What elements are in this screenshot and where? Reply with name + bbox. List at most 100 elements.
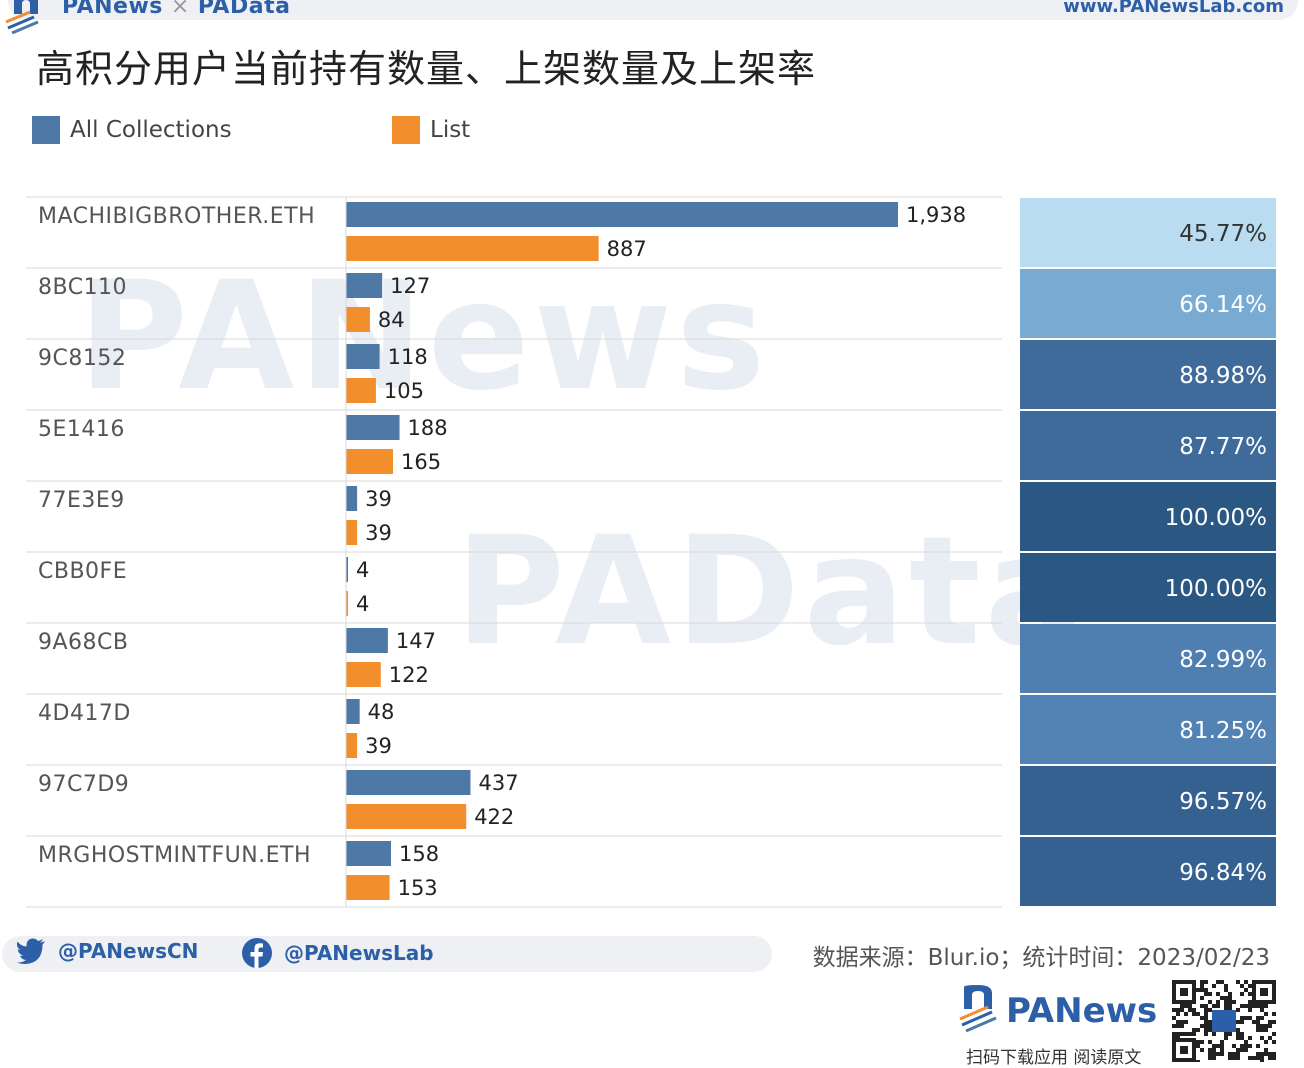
category-label: 9C8152 [38,346,126,371]
rate-cell [1020,553,1276,622]
bar-value-label: 887 [607,237,647,261]
bar-all-collections [346,557,348,582]
category-label: 4D417D [38,701,131,726]
bar-value-label: 158 [399,842,439,866]
bar-value-label: 127 [390,274,430,298]
top-bar: PANews × PAData www.PANewsLab.com [0,0,1304,34]
rate-label: 100.00% [1165,576,1267,602]
legend-label-all-collections: All Collections [70,117,232,143]
rate-cell [1020,837,1276,906]
bar-value-label: 105 [384,379,424,403]
legend-item-all-collections: All Collections [32,115,232,145]
category-label: MRGHOSTMINTFUN.ETH [38,843,311,868]
brand-padata: PAData [197,0,291,19]
bar-all-collections [346,202,898,227]
rate-label: 82.99% [1179,647,1267,673]
category-label: 9A68CB [38,630,129,655]
bar-list [346,591,348,616]
bar-all-collections [346,628,388,653]
bar-value-label: 118 [388,345,428,369]
chart-area: MACHIBIGBROTHER.ETH 1,938 887 45.77% 8BC110 1… [26,196,1276,908]
bar-all-collections [346,273,383,298]
bar-value-label: 165 [401,450,441,474]
category-label: 77E3E9 [38,488,125,513]
bar-list [346,875,390,900]
legend-swatch-all-collections [32,116,60,144]
watermark-padata: PAData [455,505,1090,679]
brand-panews: PANews [62,0,163,19]
bar-list [346,733,358,758]
bar-all-collections [346,415,400,440]
bar-list [346,307,370,332]
brand-header: PANews × PAData [62,0,290,19]
chart-title: 高积分用户当前持有数量、上架数量及上架率 [36,47,817,91]
brand-separator: × [170,0,190,19]
rate-label: 45.77% [1179,221,1267,247]
footer-bar [2,936,772,972]
rate-cell [1020,269,1276,338]
twitter-icon [16,938,45,964]
rate-label: 100.00% [1165,505,1267,531]
bar-all-collections [346,699,360,724]
rate-cell [1020,411,1276,480]
bar-value-label: 437 [478,771,518,795]
bar-all-collections [346,486,358,511]
panews-footer-logo[interactable]: PANews [958,985,1157,1037]
rate-cell [1020,340,1276,409]
rate-label: 88.98% [1179,363,1267,389]
rate-label: 66.14% [1179,292,1267,318]
bar-value-label: 422 [474,805,514,829]
bar-value-label: 84 [378,308,405,332]
bar-list [346,236,599,261]
bar-value-label: 122 [389,663,429,687]
rate-label: 87.77% [1179,434,1267,460]
bar-list [346,520,358,545]
bar-value-label: 4 [356,558,369,582]
bar-value-label: 188 [408,416,448,440]
rate-label: 81.25% [1179,718,1267,744]
category-label: 97C7D9 [38,772,129,797]
category-label: MACHIBIGBROTHER.ETH [38,204,315,229]
rate-cell [1020,624,1276,693]
category-label: 5E1416 [38,417,125,442]
panews-logo-text: PANews [1006,991,1158,1031]
rate-cell [1020,198,1276,267]
facebook-handle[interactable]: @PANewsLab [242,938,434,968]
panews-logo-icon [5,0,39,34]
twitter-handle[interactable]: @PANewsCN [16,938,198,964]
bar-list [346,804,467,829]
bar-value-label: 48 [368,700,395,724]
bar-value-label: 153 [398,876,438,900]
rate-cell [1020,695,1276,764]
app-download-cta[interactable]: 扫码下载应用 阅读原文 [966,1048,1142,1068]
rate-cell [1020,766,1276,835]
qr-code-icon[interactable] [1172,980,1276,1062]
site-url[interactable]: www.PANewsLab.com [1063,0,1284,17]
watermark-panews: PANews [78,250,770,424]
panews-mark-icon [959,985,997,1033]
bar-value-label: 147 [396,629,436,653]
rate-label: 96.84% [1179,860,1267,886]
legend-swatch-list [392,116,420,144]
bar-value-label: 39 [365,734,392,758]
bar-value-label: 39 [365,487,392,511]
facebook-handle-text: @PANewsLab [284,941,434,965]
bar-value-label: 39 [365,521,392,545]
category-label: CBB0FE [38,559,127,584]
category-label: 8BC110 [38,275,127,300]
legend-item-list: List [392,115,470,145]
twitter-handle-text: @PANewsCN [58,939,199,963]
legend-label-list: List [430,117,471,143]
bar-value-label: 1,938 [906,203,966,227]
bar-value-label: 4 [356,592,369,616]
bar-all-collections [346,344,380,369]
bar-list [346,449,393,474]
bar-all-collections [346,770,471,795]
bar-list [346,378,376,403]
bar-all-collections [346,841,392,866]
data-source: 数据来源：Blur.io；统计时间：2023/02/23 [812,945,1270,971]
facebook-icon [242,938,272,968]
top-bar-background [8,0,1298,20]
rate-cell [1020,482,1276,551]
rate-label: 96.57% [1179,789,1267,815]
